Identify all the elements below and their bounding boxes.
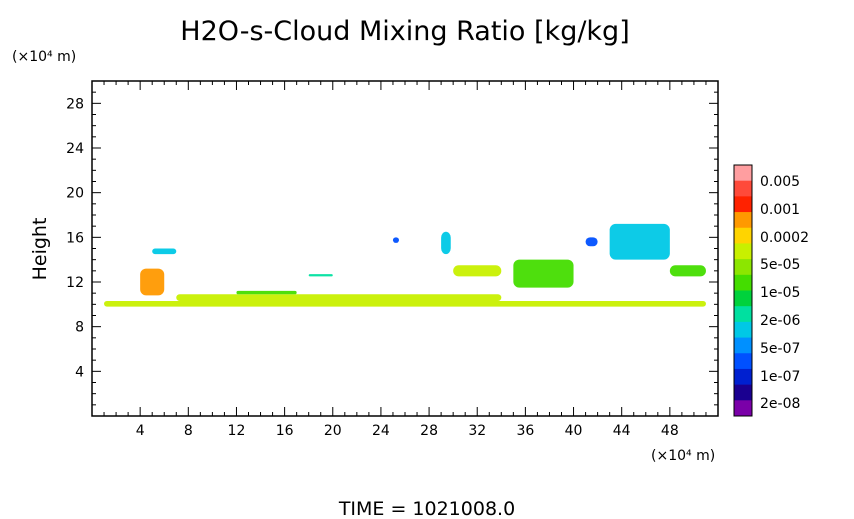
cloud-feature: [441, 231, 451, 255]
colorbar-swatch: [734, 165, 752, 182]
x-tick-label: 48: [661, 423, 679, 439]
y-axis-unit: (×10⁴ m): [12, 49, 76, 65]
cloud-field: [104, 223, 706, 307]
x-tick-label: 40: [565, 423, 583, 439]
colorbar-label: 1e-05: [760, 285, 800, 301]
colorbar-swatch: [734, 384, 752, 401]
colorbar-swatch: [734, 321, 752, 339]
x-tick-label: 8: [184, 423, 193, 439]
colorbar-swatch: [734, 243, 752, 260]
cloud-feature: [152, 248, 177, 255]
colorbar-label: 0.0002: [760, 230, 809, 246]
colorbar-label: 0.001: [760, 202, 800, 218]
cloud-feature: [585, 237, 598, 247]
cloud-feature: [140, 268, 165, 296]
cloud-feature: [513, 259, 574, 288]
colorbar-label: 2e-08: [760, 396, 800, 412]
y-tick-label: 8: [75, 320, 84, 336]
x-tick-label: 16: [276, 423, 294, 439]
y-tick-label: 16: [66, 230, 84, 246]
cloud-feature: [392, 237, 399, 243]
colorbar-swatch: [734, 290, 752, 307]
x-axis-unit: (×10⁴ m): [651, 448, 715, 464]
y-tick-label: 24: [66, 141, 84, 157]
colorbar-label: 2e-06: [760, 313, 800, 329]
cloud-feature: [236, 290, 297, 295]
y-tick-label: 20: [66, 186, 84, 202]
cloud-feature: [176, 294, 502, 301]
cloud-feature: [669, 265, 706, 277]
x-tick-label: 32: [468, 423, 486, 439]
colorbar-swatch: [734, 337, 752, 354]
colorbar-swatch: [734, 227, 752, 244]
colorbar: 0.005 0.001 0.0002 5e-05 1e-05 2e-06 5e-07 1e-0…: [733, 164, 809, 417]
colorbar-label: 5e-05: [760, 257, 800, 273]
colorbar-swatch: [734, 353, 752, 370]
colorbar-swatch: [734, 274, 752, 291]
time-footer: TIME = 1021008.0: [338, 498, 515, 519]
colorbar-label: 5e-07: [760, 341, 800, 357]
x-tick-label: 20: [324, 423, 342, 439]
x-tick-label: 4: [136, 423, 145, 439]
y-tick-label: 12: [66, 275, 84, 291]
x-tick-label: 36: [516, 423, 534, 439]
y-tick-label: 28: [66, 96, 84, 112]
colorbar-label: 0.005: [760, 174, 800, 190]
colorbar-swatch: [734, 368, 752, 386]
x-tick-label: 44: [613, 423, 631, 439]
colorbar-swatch: [734, 180, 752, 197]
cloud-feature: [453, 265, 502, 277]
colorbar-swatch: [734, 259, 752, 276]
x-tick-label: 28: [420, 423, 438, 439]
x-tick-label: 12: [228, 423, 246, 439]
cloud-feature: [308, 274, 333, 277]
cloud-feature: [609, 223, 670, 260]
chart-title: H2O-s-Cloud Mixing Ratio [kg/kg]: [180, 16, 629, 47]
x-tick-label: 24: [372, 423, 390, 439]
colorbar-label: 1e-07: [760, 369, 800, 385]
colorbar-swatch: [734, 212, 752, 229]
y-axis-label: Height: [29, 218, 51, 281]
colorbar-swatch: [734, 196, 752, 213]
cloud-feature: [104, 300, 706, 307]
colorbar-swatch: [734, 400, 752, 417]
y-tick-label: 4: [75, 364, 84, 380]
colorbar-swatch: [734, 306, 752, 323]
colorbar-frame: [733, 164, 753, 417]
